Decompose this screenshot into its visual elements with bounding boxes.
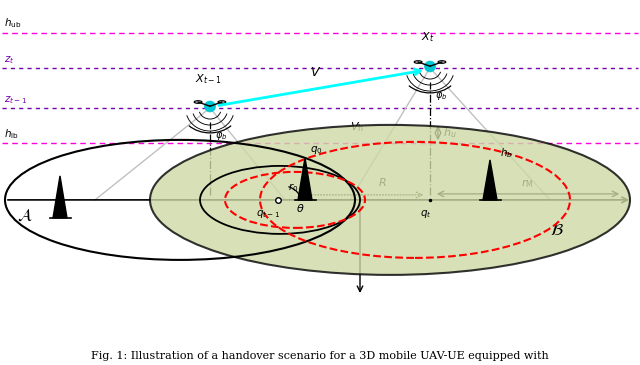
Text: $X_{t-1}$: $X_{t-1}$ [195, 72, 221, 86]
Text: $\mathcal{A}$: $\mathcal{A}$ [17, 206, 33, 224]
Text: $z_{t-1}$: $z_{t-1}$ [4, 94, 28, 106]
Text: $X_t$: $X_t$ [421, 30, 435, 44]
Text: $h_u$: $h_u$ [443, 126, 456, 140]
Text: $h_b$: $h_b$ [500, 146, 513, 160]
Text: $\mathcal{B}$: $\mathcal{B}$ [550, 221, 564, 239]
Text: $q_t$: $q_t$ [420, 208, 431, 220]
Text: $R$: $R$ [378, 176, 386, 188]
Circle shape [425, 61, 435, 72]
Text: $q_0$: $q_0$ [310, 144, 323, 156]
Text: $\varphi_b$: $\varphi_b$ [215, 130, 227, 142]
Text: $r_{\rm M}$: $r_{\rm M}$ [521, 177, 534, 190]
Text: $z_t$: $z_t$ [4, 54, 15, 66]
Polygon shape [53, 176, 67, 218]
Text: $r_0$: $r_0$ [288, 181, 298, 194]
Text: $\varphi_b$: $\varphi_b$ [435, 90, 447, 102]
Polygon shape [298, 158, 312, 200]
Text: $h_{\rm lb}$: $h_{\rm lb}$ [4, 127, 19, 141]
Circle shape [205, 101, 215, 112]
Text: Fig. 1: Illustration of a handover scenario for a 3D mobile UAV-UE equipped with: Fig. 1: Illustration of a handover scena… [91, 351, 549, 361]
Text: $q_{t-1}$: $q_{t-1}$ [256, 208, 280, 220]
Text: $\theta$: $\theta$ [296, 202, 305, 214]
Text: $V_{\rm h}$: $V_{\rm h}$ [350, 120, 364, 134]
Text: $V$: $V$ [310, 66, 321, 79]
Text: $h_{\rm ub}$: $h_{\rm ub}$ [4, 16, 21, 30]
Polygon shape [483, 160, 497, 200]
Ellipse shape [150, 125, 630, 275]
